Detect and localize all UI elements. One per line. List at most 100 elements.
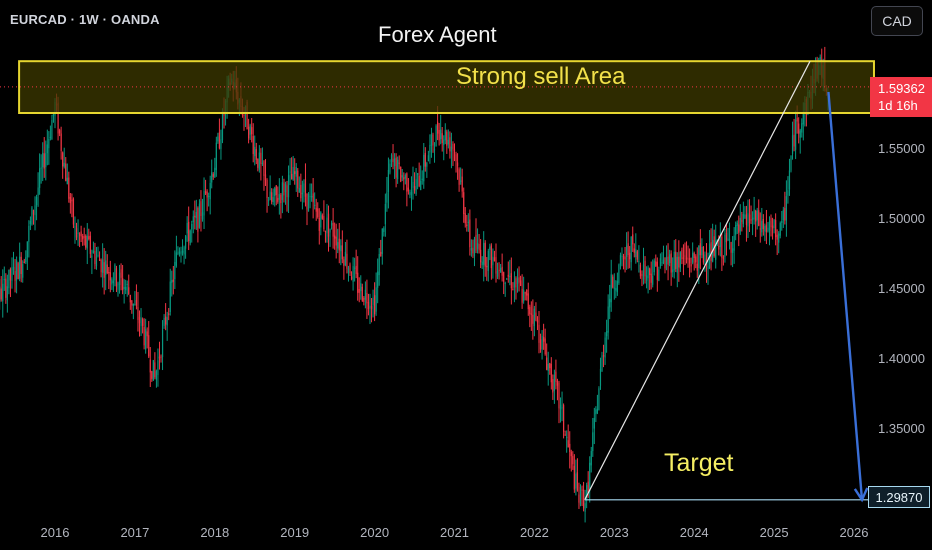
candle-body <box>404 175 406 179</box>
candle-body <box>458 169 460 185</box>
candle-body <box>489 246 491 250</box>
candle-body <box>701 246 703 256</box>
candle-body <box>487 250 489 271</box>
candle-body <box>361 286 363 302</box>
candle-body <box>440 129 442 140</box>
candle-body <box>354 267 356 269</box>
candle-body <box>498 269 500 272</box>
candle-body <box>662 259 665 264</box>
candle-body <box>692 252 694 263</box>
candle-body <box>613 287 615 289</box>
candle-body <box>272 197 274 203</box>
candle-body <box>174 261 176 280</box>
candle-body <box>11 267 13 281</box>
trendline <box>584 60 811 501</box>
candle-body <box>28 225 30 242</box>
candle-body <box>536 320 539 323</box>
x-tick-label: 2020 <box>360 525 389 540</box>
candle-body <box>722 257 724 259</box>
candle-body <box>785 196 787 221</box>
candle-body <box>243 114 245 116</box>
candle-body <box>745 214 748 225</box>
candle-body <box>622 255 625 260</box>
candle-body <box>685 257 688 260</box>
candle-body <box>446 131 448 146</box>
candle-body <box>252 136 254 155</box>
candle-body <box>398 162 400 164</box>
candle-body <box>639 264 642 277</box>
candle-body <box>191 224 193 230</box>
projection-arrow-shaft <box>827 91 864 500</box>
candle-body <box>192 216 194 223</box>
candle-body <box>300 184 302 199</box>
candle-body <box>429 144 431 153</box>
candle-body <box>778 233 780 243</box>
candle-body <box>625 245 628 257</box>
candle-body <box>340 245 342 252</box>
candle-body <box>318 217 320 231</box>
candle-body <box>401 175 403 178</box>
candle-body <box>6 286 8 301</box>
candle-body <box>155 371 158 380</box>
candle-body <box>214 167 216 178</box>
candle-body <box>25 257 27 263</box>
candle-body <box>676 256 678 273</box>
candle-body <box>719 236 721 248</box>
candle-body <box>495 257 497 274</box>
candle-body <box>68 177 70 199</box>
candle-body <box>66 177 68 184</box>
candle-body <box>799 130 801 138</box>
candle-body <box>449 137 451 152</box>
candle-body <box>161 329 164 358</box>
candle-body <box>503 272 505 282</box>
candle-body <box>453 149 456 151</box>
candle-body <box>678 256 680 268</box>
candle-body <box>452 143 454 150</box>
candle-body <box>62 152 64 167</box>
candle-body <box>94 250 96 264</box>
candle-body <box>131 300 133 306</box>
candle-body <box>673 251 675 271</box>
candle-body <box>115 268 118 287</box>
candle-body <box>335 236 337 246</box>
candle-body <box>389 163 391 173</box>
currency-button[interactable]: CAD <box>871 6 923 36</box>
candle-body <box>619 255 622 265</box>
candle-body <box>507 274 509 277</box>
candle-body <box>607 306 609 333</box>
candle-body <box>344 251 347 266</box>
candle-body <box>561 407 563 409</box>
candle-body <box>732 248 734 253</box>
candle-body <box>407 187 410 192</box>
candle-body <box>527 293 529 310</box>
candle-body <box>558 382 560 409</box>
candle-body <box>12 266 15 271</box>
candle-body <box>138 316 141 324</box>
candle-body <box>627 243 629 255</box>
candle-body <box>587 481 589 494</box>
candle-body <box>100 259 102 273</box>
candle-body <box>567 440 569 448</box>
candle-body <box>168 313 170 315</box>
candle-body <box>420 180 422 191</box>
y-tick-label: 1.50000 <box>878 211 925 226</box>
candle-body <box>519 280 522 287</box>
candle-body <box>109 272 111 281</box>
candle-body <box>606 330 608 337</box>
candle-body <box>22 264 24 278</box>
candle-body <box>145 329 147 350</box>
candle-body <box>601 355 603 372</box>
candle-body <box>320 212 322 228</box>
candle-body <box>748 214 751 224</box>
candle-body <box>736 222 738 226</box>
candle-body <box>593 418 595 429</box>
candle-body <box>539 339 542 350</box>
candle-body <box>584 503 586 512</box>
candle-body <box>484 242 486 267</box>
candle-body <box>255 149 257 160</box>
candle-body <box>538 324 540 343</box>
y-tick-label: 1.35000 <box>878 421 925 436</box>
candle-body <box>690 264 692 267</box>
candle-body <box>602 354 605 357</box>
